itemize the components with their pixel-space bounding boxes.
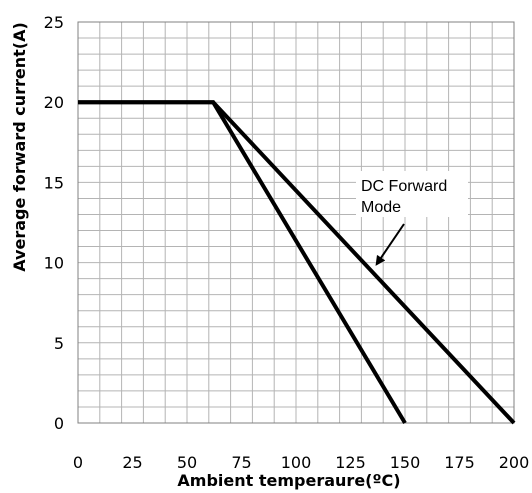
annotation: DC Forward Mode xyxy=(356,171,468,266)
plot-frame xyxy=(77,21,515,424)
x-tick-label: 125 xyxy=(335,453,366,472)
y-axis-title: Average forward current(A) xyxy=(10,22,29,272)
y-tick-label: 10 xyxy=(44,254,64,273)
grid xyxy=(77,21,515,424)
x-tick-label: 50 xyxy=(177,453,197,472)
annotation-arrow xyxy=(375,223,405,266)
x-tick-label: 0 xyxy=(73,453,83,472)
annotation-text: DC Forward xyxy=(361,178,447,195)
x-tick-label: 150 xyxy=(390,453,421,472)
x-tick-label: 200 xyxy=(499,453,530,472)
y-tick-label: 0 xyxy=(54,414,64,433)
y-tick-label: 15 xyxy=(44,173,64,192)
x-tick-label: 75 xyxy=(231,453,251,472)
annotation-text: Mode xyxy=(361,199,401,216)
x-tick-label: 175 xyxy=(444,453,475,472)
tick-labels: 0 25 50 75 100 125 150 175 200 0 5 10 15 20 25 xyxy=(44,13,530,472)
y-tick-label: 20 xyxy=(44,93,64,112)
x-axis-title: Ambient temperaure(ºC) xyxy=(177,471,400,490)
x-tick-label: 100 xyxy=(281,453,312,472)
annotation-background xyxy=(356,171,468,217)
y-tick-label: 25 xyxy=(44,13,64,32)
x-tick-label: 25 xyxy=(122,453,142,472)
series-line-2 xyxy=(78,100,516,425)
y-tick-label: 5 xyxy=(54,334,64,353)
series-lines xyxy=(78,100,516,425)
